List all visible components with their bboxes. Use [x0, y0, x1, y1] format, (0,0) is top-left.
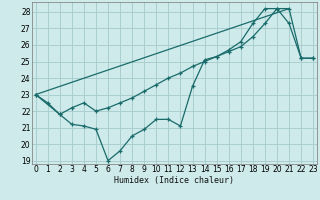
- X-axis label: Humidex (Indice chaleur): Humidex (Indice chaleur): [115, 176, 234, 185]
